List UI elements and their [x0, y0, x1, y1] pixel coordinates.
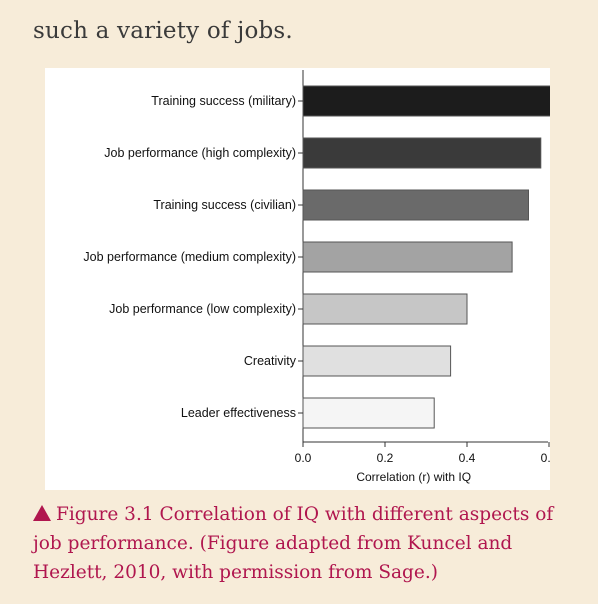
- category-label-5: Creativity: [244, 354, 297, 368]
- category-label-2: Training success (civilian): [153, 198, 296, 212]
- category-label-3: Job performance (medium complexity): [83, 250, 296, 264]
- category-label-6: Leader effectiveness: [181, 406, 296, 420]
- bar-2: [302, 189, 529, 221]
- bar-1: [302, 137, 542, 169]
- category-label-1: Job performance (high complexity): [104, 146, 296, 160]
- bar-6: [302, 397, 435, 429]
- x-tick-label-1: 0.2: [377, 451, 394, 465]
- figure-panel: Training success (military) Job performan…: [45, 68, 550, 490]
- bar-5: [302, 345, 452, 377]
- bar-0: [302, 85, 550, 117]
- x-tick-label-3: 0.6: [541, 451, 550, 465]
- bar-4: [302, 293, 468, 325]
- category-label-0: Training success (military): [151, 94, 296, 108]
- figure-caption: Figure 3.1 Correlation of IQ with differ…: [33, 500, 573, 587]
- x-tick-label-0: 0.0: [295, 451, 312, 465]
- bar-chart: Training success (military) Job performan…: [83, 70, 550, 484]
- triangle-icon: [33, 505, 51, 521]
- x-tick-label-2: 0.4: [459, 451, 476, 465]
- x-axis-label: Correlation (r) with IQ: [356, 470, 471, 484]
- category-label-4: Job performance (low complexity): [109, 302, 296, 316]
- bar-3: [302, 241, 513, 273]
- caption-text: Figure 3.1 Correlation of IQ with differ…: [33, 504, 554, 583]
- intro-text: such a variety of jobs.: [33, 18, 293, 44]
